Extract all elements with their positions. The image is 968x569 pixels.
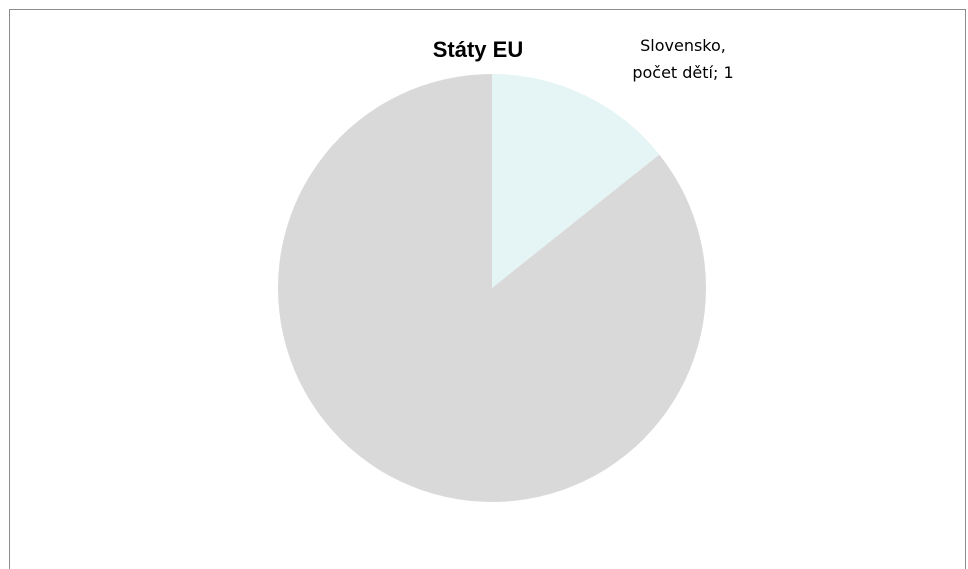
chart-frame <box>9 9 966 569</box>
pie-slice-slovensko <box>492 74 660 288</box>
pie-slices <box>277 74 706 502</box>
data-label-line: počet dětí; 1 <box>632 63 733 82</box>
chart-title: Státy EU <box>433 37 523 62</box>
data-label-slovensko: Slovensko, počet dětí; 1 <box>632 36 733 82</box>
data-label-line: Slovensko, <box>640 36 726 55</box>
pie-slice-other-1 <box>277 74 706 502</box>
